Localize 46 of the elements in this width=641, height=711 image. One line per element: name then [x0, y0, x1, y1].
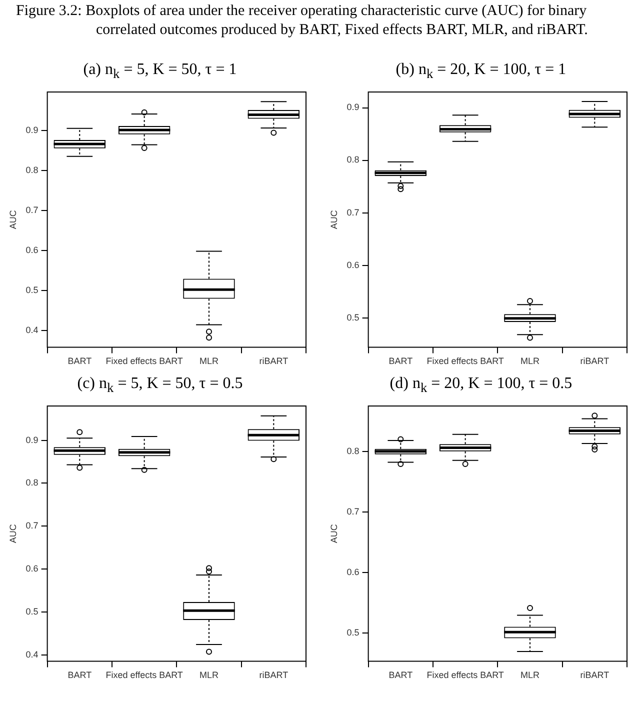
x-tick-label: riBART — [259, 356, 289, 366]
y-tick-label: 0.5 — [26, 606, 38, 616]
x-tick-label: Fixed effects BART — [106, 670, 184, 680]
y-tick-label: 0.7 — [346, 506, 360, 516]
x-tick-label: riBART — [259, 670, 289, 680]
y-tick-label: 0.7 — [346, 207, 360, 218]
y-tick-label: 0.9 — [26, 124, 38, 135]
y-tick-label: 0.8 — [346, 446, 360, 456]
x-tick-label: riBART — [580, 670, 610, 680]
y-tick-label: 0.6 — [26, 563, 38, 574]
y-tick-label: 0.5 — [346, 627, 360, 638]
y-tick-label: 0.6 — [346, 566, 360, 577]
chart-title: (d) n$_{k}$ = 20, K = 100, τ = 0.5 — [388, 374, 574, 396]
chart-title: (a) n$_{k}$ = 5, K = 50, τ = 1 — [82, 60, 238, 82]
x-tick-label: BART — [68, 670, 92, 680]
y-tick-label: 0.9 — [346, 102, 360, 112]
x-tick-label: Fixed effects BART — [426, 356, 504, 366]
y-tick-label: 0.5 — [26, 284, 38, 295]
y-tick-label: 0.6 — [26, 244, 38, 255]
caption: Figure 3.2: Boxplots of area under the receiver operating characteristic curve (AUC) for binary correlated outcomes produced by BART, Fixed effects BART, MLR, and riBART. — [15, 2, 589, 40]
y-tick-label: 0.6 — [346, 260, 360, 270]
y-axis-title: AUC — [328, 210, 339, 230]
x-tick-label: BART — [68, 356, 92, 366]
x-tick-label: BART — [388, 356, 414, 366]
x-tick-label: MLR — [199, 670, 219, 680]
y-tick-label: 0.4 — [26, 324, 38, 335]
x-tick-label: MLR — [520, 670, 540, 680]
y-tick-label: 0.8 — [346, 154, 360, 165]
y-tick-label: 0.7 — [26, 520, 38, 531]
x-tick-label: MLR — [199, 356, 219, 366]
y-axis-title: AUC — [328, 524, 339, 544]
x-tick-label: Fixed effects BART — [106, 356, 184, 366]
y-tick-label: 0.7 — [26, 204, 38, 215]
y-tick-label: 0.4 — [26, 649, 38, 660]
y-tick-label: 0.8 — [26, 164, 38, 175]
y-axis-title: AUC — [8, 524, 18, 544]
x-tick-label: MLR — [520, 356, 540, 366]
x-tick-label: Fixed effects BART — [426, 670, 504, 680]
x-tick-label: riBART — [580, 356, 610, 366]
x-tick-label: BART — [388, 670, 414, 680]
y-axis-title: AUC — [8, 210, 18, 230]
y-tick-label: 0.9 — [26, 434, 38, 445]
y-tick-label: 0.8 — [26, 478, 38, 488]
y-tick-label: 0.5 — [346, 312, 360, 322]
chart-title: (c) n$_{k}$ = 5, K = 50, τ = 0.5 — [76, 374, 244, 396]
chart-title: (b) n$_{k}$ = 20, K = 100, τ = 1 — [394, 60, 568, 82]
